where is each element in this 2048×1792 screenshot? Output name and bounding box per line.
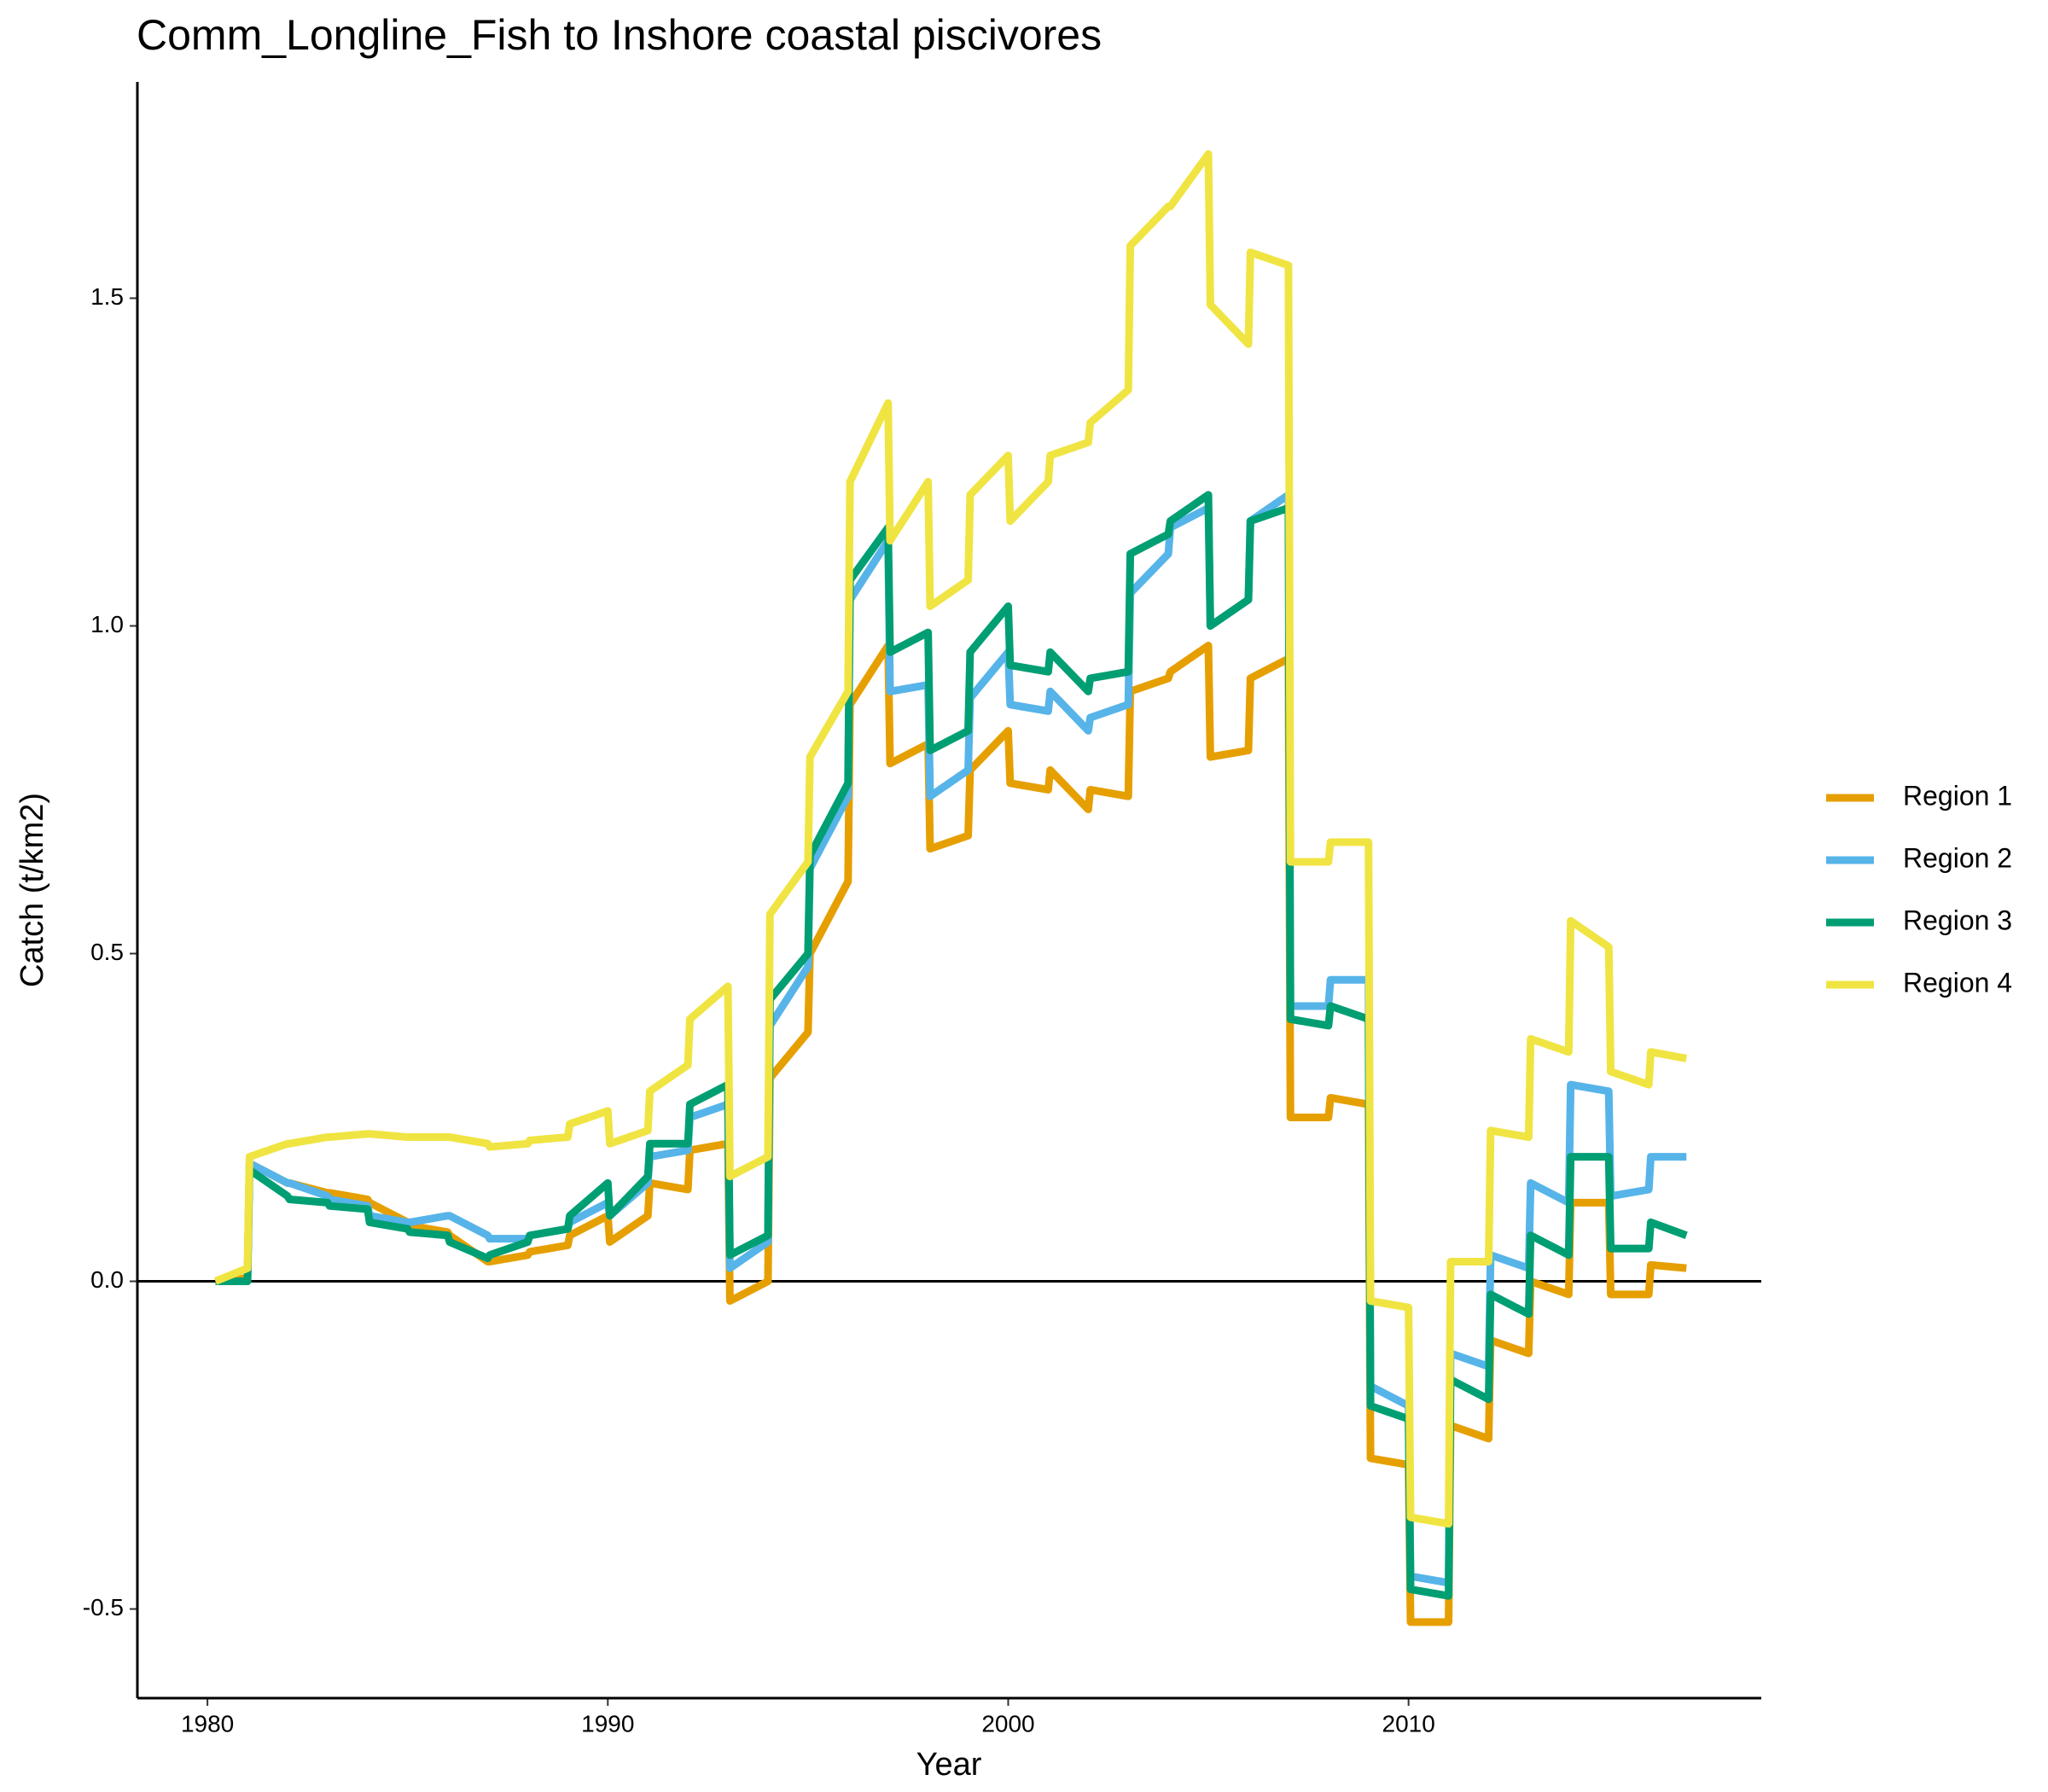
x-tick-label: 1980 xyxy=(181,1710,234,1737)
series-line xyxy=(215,491,1688,1600)
y-tick-label: 0.0 xyxy=(90,1266,124,1293)
y-axis-title: Catch (t/km2) xyxy=(15,793,50,987)
y-tick-label: 1.0 xyxy=(90,611,124,637)
x-tick-label: 1990 xyxy=(581,1710,634,1737)
y-tick-label: 1.5 xyxy=(90,283,124,310)
series-line xyxy=(213,149,1688,1528)
y-tick-label: -0.5 xyxy=(83,1594,124,1620)
y-tick-label: 0.5 xyxy=(90,939,124,965)
chart-title: Comm_Longline_Fish to Inshore coastal pi… xyxy=(137,11,1102,59)
x-tick-label: 2000 xyxy=(981,1710,1034,1737)
x-axis-title: Year xyxy=(916,1747,982,1783)
x-tick-label: 2010 xyxy=(1382,1710,1435,1737)
legend-label: Region 2 xyxy=(1903,842,2012,873)
legend-label: Region 1 xyxy=(1903,780,2012,811)
series-line xyxy=(215,491,1687,1587)
legend-label: Region 3 xyxy=(1903,905,2012,935)
legend-label: Region 4 xyxy=(1903,967,2012,998)
series-line xyxy=(215,642,1687,1626)
